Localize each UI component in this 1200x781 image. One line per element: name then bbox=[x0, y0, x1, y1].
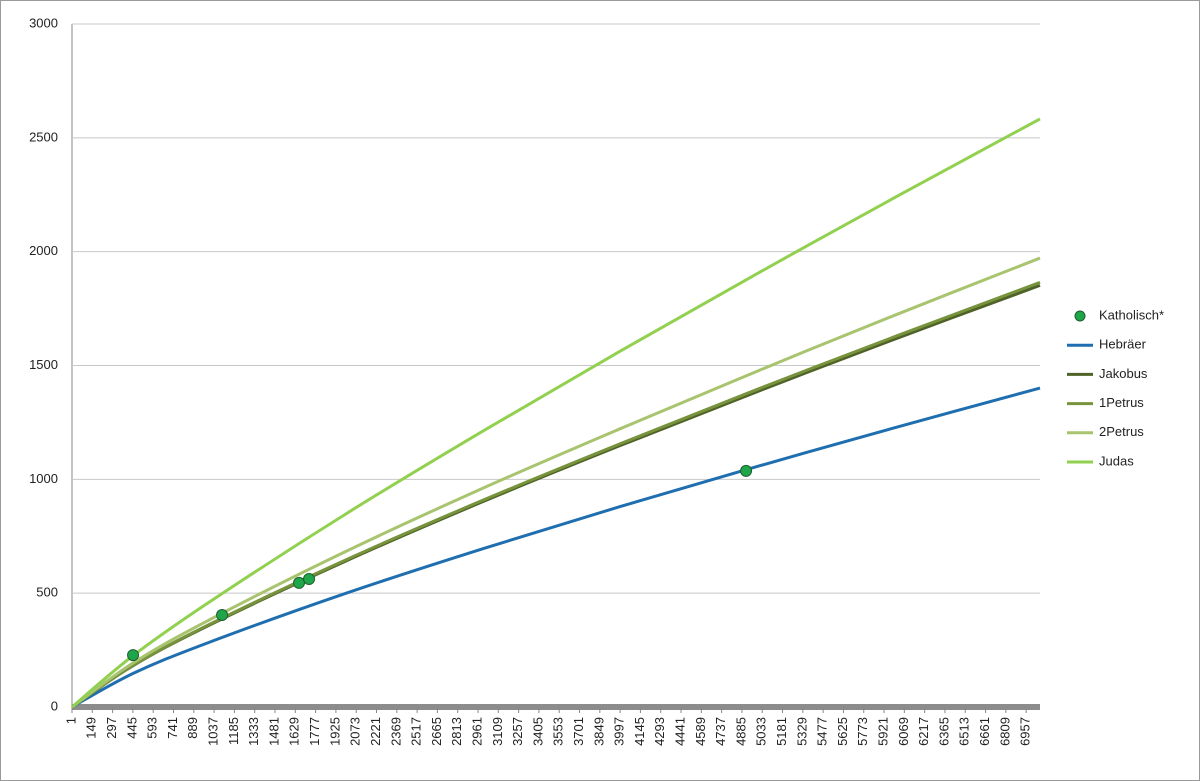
x-tick-label: 5773 bbox=[855, 717, 870, 746]
x-tick-label: 5329 bbox=[794, 717, 809, 746]
x-tick-label: 593 bbox=[145, 717, 160, 739]
series-line bbox=[71, 280, 1041, 709]
x-tick-label: 4589 bbox=[693, 717, 708, 746]
x-tick-label: 4441 bbox=[672, 717, 687, 746]
x-tick-label: 5033 bbox=[754, 717, 769, 746]
y-tick-label: 2500 bbox=[29, 129, 58, 144]
x-tick-label: 1037 bbox=[206, 717, 221, 746]
x-tick-label: 3257 bbox=[510, 717, 525, 746]
x-tick-label: 3553 bbox=[551, 717, 566, 746]
x-tick-label: 5921 bbox=[875, 717, 890, 746]
x-axis bbox=[72, 704, 1040, 710]
scatter-point bbox=[216, 609, 229, 622]
x-tick-label: 6513 bbox=[957, 717, 972, 746]
x-tick-label: 6661 bbox=[977, 717, 992, 746]
scatter-point bbox=[740, 464, 753, 477]
x-tick-label: 2517 bbox=[409, 717, 424, 746]
x-tick-label: 6069 bbox=[896, 717, 911, 746]
x-tick-label: 3997 bbox=[612, 717, 627, 746]
x-tick-label: 149 bbox=[84, 717, 99, 739]
x-tick-label: 2073 bbox=[348, 717, 363, 746]
scatter-point bbox=[293, 576, 306, 589]
x-tick-label: 6365 bbox=[936, 717, 951, 746]
x-tick-label: 445 bbox=[124, 717, 139, 739]
series-line bbox=[71, 256, 1041, 709]
x-tick-label: 889 bbox=[185, 717, 200, 739]
x-tick-label: 5625 bbox=[835, 717, 850, 746]
x-tick-label: 6957 bbox=[1018, 717, 1033, 746]
x-tick-label: 4293 bbox=[652, 717, 667, 746]
x-tick-label: 3109 bbox=[490, 717, 505, 746]
x-tick-label: 6217 bbox=[916, 717, 931, 746]
x-tick-label: 4737 bbox=[713, 717, 728, 746]
x-tick-label: 6809 bbox=[997, 717, 1012, 746]
x-tick-label: 297 bbox=[104, 717, 119, 739]
x-tick-label: 4885 bbox=[733, 717, 748, 746]
y-tick-label: 0 bbox=[51, 698, 58, 713]
x-tick-label: 1777 bbox=[307, 717, 322, 746]
x-tick-label: 4145 bbox=[632, 717, 647, 746]
x-tick-label: 3405 bbox=[530, 717, 545, 746]
x-tick-label: 2813 bbox=[449, 717, 464, 746]
x-tick-label: 3849 bbox=[591, 717, 606, 746]
x-tick-label: 5477 bbox=[815, 717, 830, 746]
legend-label: Katholisch* bbox=[1099, 307, 1164, 322]
x-tick-label: 741 bbox=[165, 717, 180, 739]
scatter-point bbox=[127, 649, 140, 662]
y-tick-label: 500 bbox=[36, 585, 58, 600]
x-tick-label: 1629 bbox=[287, 717, 302, 746]
y-tick-label: 1500 bbox=[29, 357, 58, 372]
x-tick-label: 3701 bbox=[571, 717, 586, 746]
legend-label: Hebräer bbox=[1099, 337, 1147, 352]
x-tick-label: 1481 bbox=[266, 717, 281, 746]
scatter-point bbox=[303, 573, 316, 586]
x-tick-label: 1 bbox=[63, 717, 78, 724]
x-tick-label: 5181 bbox=[774, 717, 789, 746]
legend-label: Jakobus bbox=[1099, 366, 1148, 381]
legend-label: Judas bbox=[1099, 453, 1134, 468]
x-tick-label: 2221 bbox=[368, 717, 383, 746]
legend-label: 1Petrus bbox=[1099, 395, 1144, 410]
series-line bbox=[71, 386, 1041, 709]
x-tick-label: 2961 bbox=[469, 717, 484, 746]
y-tick-label: 2000 bbox=[29, 243, 58, 258]
y-tick-label: 1000 bbox=[29, 471, 58, 486]
legend-marker bbox=[1074, 310, 1086, 322]
x-tick-label: 1925 bbox=[327, 717, 342, 746]
legend-label: 2Petrus bbox=[1099, 424, 1144, 439]
x-tick-label: 1185 bbox=[226, 717, 241, 745]
x-tick-label: 2369 bbox=[388, 717, 403, 746]
y-tick-label: 3000 bbox=[29, 15, 58, 30]
series-line bbox=[71, 117, 1041, 709]
x-tick-label: 2665 bbox=[429, 717, 444, 746]
x-tick-label: 1333 bbox=[246, 717, 261, 746]
